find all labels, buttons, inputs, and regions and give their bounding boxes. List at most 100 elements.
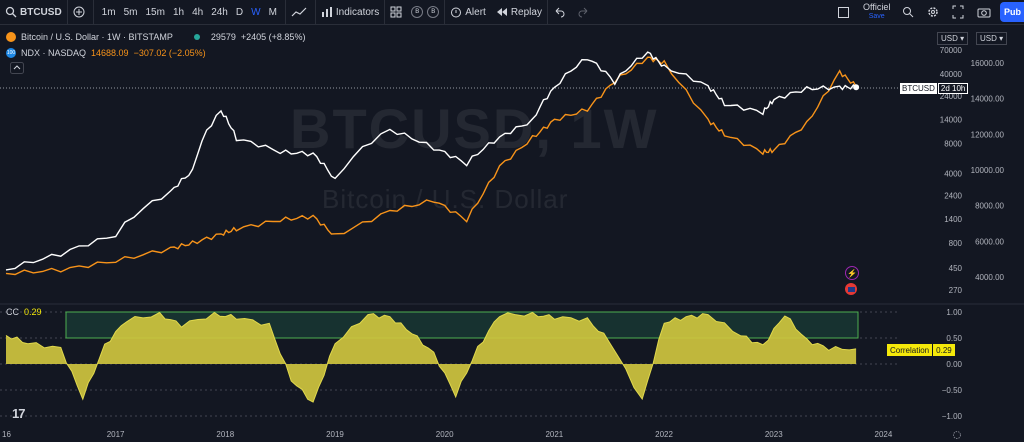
right-currency-label: USD <box>980 34 997 43</box>
indicator-tick-label: 0.50 <box>946 334 962 343</box>
right-axis-tick-label: 14000.00 <box>971 95 1005 104</box>
interval-24h[interactable]: 24h <box>211 6 228 18</box>
right-axis-tick-label: 10000.00 <box>971 166 1005 175</box>
time-axis-label: 2021 <box>545 430 564 439</box>
alert-label: Alert <box>465 6 486 18</box>
indicator-name: CC <box>6 307 19 317</box>
gear-icon[interactable] <box>952 430 962 440</box>
correlation-band <box>65 311 859 339</box>
chevron-down-icon: ▾ <box>960 34 965 43</box>
interval-1m[interactable]: 1m <box>101 6 116 18</box>
undo-icon <box>555 7 565 18</box>
indicator-value: 0.29 <box>24 307 42 317</box>
left-axis-tick-label: 800 <box>949 239 963 248</box>
right-axis-tick-label: 12000.00 <box>971 130 1005 139</box>
top-toolbar: BTCUSD 1m 5m 15m 1h 4h 24h D W M Indicators B B … <box>0 0 1024 25</box>
search-icon <box>5 6 17 18</box>
right-axis-tick-label: 16000.00 <box>971 59 1005 68</box>
compare-button[interactable] <box>66 0 93 24</box>
time-axis-label: 2018 <box>216 430 235 439</box>
correlation-area <box>6 312 857 403</box>
replay-button[interactable]: Replay <box>491 0 547 24</box>
indicator-tick-label: −0.50 <box>942 386 963 395</box>
right-axis-tick-label: 8000.00 <box>975 202 1004 211</box>
bitcoin-icon <box>6 32 16 42</box>
main-change: +2405 (+8.85%) <box>240 32 306 42</box>
ndx-series-legend: 100 NDX · NASDAQ 14688.09 −307.02 (−2.05… <box>6 48 206 58</box>
ndx-name: NDX · NASDAQ <box>21 48 87 58</box>
correlation-tag: Correlation 0.29 <box>887 344 955 356</box>
camera-icon[interactable] <box>977 5 991 19</box>
redo-icon <box>578 7 588 18</box>
layout-name[interactable]: Officiel Save <box>838 2 890 22</box>
main-price: 29579 <box>210 32 236 42</box>
interval-1h[interactable]: 1h <box>172 6 185 18</box>
indicator-tick-label: −1.00 <box>942 412 963 421</box>
badge-symbol: BTCUSD <box>900 83 937 94</box>
fullscreen-icon[interactable] <box>952 5 964 19</box>
alert-button[interactable]: Alert <box>444 0 491 24</box>
checkbox-icon[interactable] <box>838 6 849 18</box>
time-axis-label: 2019 <box>326 430 344 439</box>
indicators-icon <box>321 7 332 17</box>
alarm-clock-icon <box>451 7 462 18</box>
ndx-change: −307.02 (−2.05%) <box>133 48 206 58</box>
indicators-button[interactable]: Indicators <box>314 0 384 24</box>
correlation-tag-value: 0.29 <box>932 344 955 356</box>
badge-countdown: 2d 10h <box>937 83 969 94</box>
interval-D[interactable]: D <box>235 6 244 18</box>
templates-button[interactable]: B B <box>384 0 444 24</box>
left-axis-tick-label: 2400 <box>944 192 962 201</box>
b-circle-1[interactable]: B <box>411 6 424 18</box>
right-currency-select[interactable]: USD ▾ <box>976 32 1008 45</box>
time-axis-label: 2024 <box>874 430 893 439</box>
indicator-legend: CC 0.29 <box>6 307 42 317</box>
layout-title: Officiel <box>863 2 891 12</box>
correlation-line <box>5 311 857 403</box>
flag-icon <box>847 286 855 292</box>
left-currency-select[interactable]: USD ▾ <box>937 32 969 45</box>
lightning-event-icon[interactable]: ⚡ <box>845 266 859 280</box>
interval-4h[interactable]: 4h <box>192 6 204 18</box>
interval-5m[interactable]: 5m <box>123 6 138 18</box>
line-chart-icon <box>291 7 307 17</box>
publish-button[interactable]: Pub <box>1000 2 1024 22</box>
main-series-legend: Bitcoin / U.S. Dollar · 1W · BITSTAMP 29… <box>6 32 305 42</box>
interval-15m[interactable]: 15m <box>145 6 165 18</box>
b-circle-2[interactable]: B <box>427 6 440 18</box>
interval-group: 1m 5m 15m 1h 4h 24h D W M <box>92 0 285 24</box>
name-watermark: Bitcoin / U.S. Dollar <box>322 184 569 214</box>
left-axis-tick-label: 70000 <box>940 46 963 55</box>
main-title: Bitcoin / U.S. Dollar · 1W · BITSTAMP <box>21 32 173 42</box>
time-axis-label: 16 <box>2 430 11 439</box>
undo-button[interactable] <box>546 0 573 24</box>
chevron-down-icon: ▾ <box>999 34 1004 43</box>
correlation-tag-label: Correlation <box>887 344 933 356</box>
ndx-series-line <box>5 56 857 276</box>
interval-M[interactable]: M <box>268 6 277 18</box>
interval-W[interactable]: W <box>251 6 261 18</box>
last-price-badge: BTCUSD 2d 10h <box>900 83 969 94</box>
left-axis-tick-label: 14000 <box>940 115 963 124</box>
left-axis-tick-label: 1400 <box>944 215 962 224</box>
left-axis-tick-label: 40000 <box>940 70 963 79</box>
quick-search-icon[interactable] <box>902 5 914 19</box>
right-axis-tick-label: 4000.00 <box>975 273 1004 282</box>
replay-icon <box>496 8 507 16</box>
left-axis-tick-label: 270 <box>949 286 963 295</box>
time-axis-label: 2022 <box>655 430 673 439</box>
time-axis-label: 2023 <box>764 430 783 439</box>
time-axis-label: 2020 <box>435 430 454 439</box>
symbol-watermark: BTCUSD, 1W <box>290 97 659 160</box>
btc-series-line <box>5 51 857 271</box>
symbol-search[interactable]: BTCUSD <box>0 0 67 24</box>
redo-button[interactable] <box>573 0 598 24</box>
collapse-legend-icon[interactable] <box>10 62 24 74</box>
us-flag-event-icon[interactable] <box>845 283 857 295</box>
left-currency-label: USD <box>941 34 958 43</box>
gear-icon[interactable] <box>927 5 939 19</box>
chart-type-button[interactable] <box>284 0 315 24</box>
symbol-label: BTCUSD <box>20 6 62 18</box>
left-axis-tick-label: 8000 <box>944 140 962 149</box>
